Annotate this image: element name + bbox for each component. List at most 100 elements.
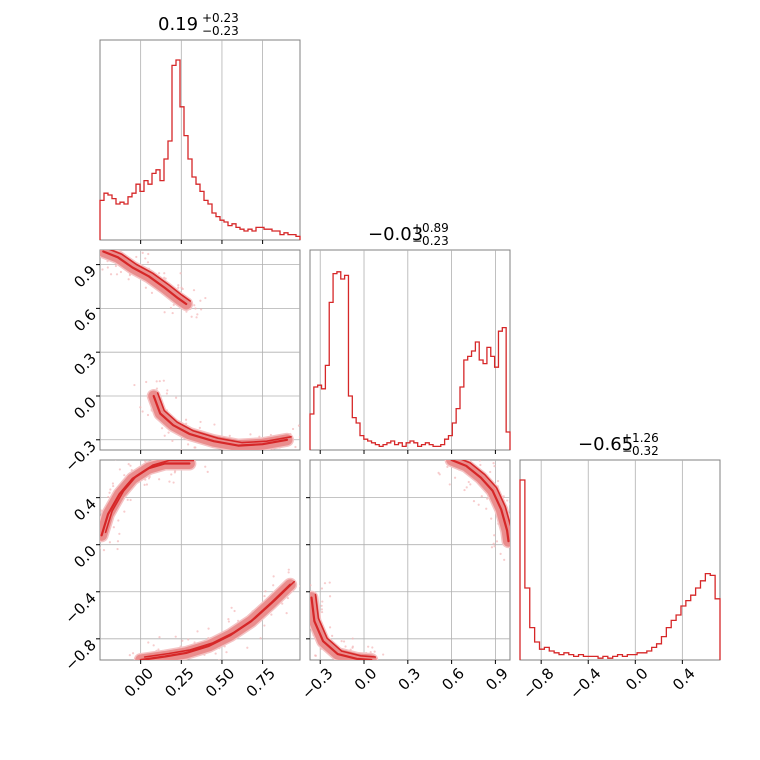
panel-2d-0-2: −0.8 −0.4 0.0 0.4 0.00 0.25 0.50 0.75 (61, 451, 301, 701)
scatter-point (434, 452, 436, 454)
scatter-point (455, 452, 457, 454)
scatter-point (251, 456, 253, 458)
title-minus: −0.23 (202, 24, 239, 38)
scatter-point (509, 503, 510, 506)
scatter-point (291, 427, 295, 431)
scatter-point (155, 387, 159, 390)
contour-line (100, 462, 191, 537)
scatter-point (86, 538, 88, 540)
scatter-point (305, 632, 307, 634)
scatter-point (127, 661, 129, 663)
scatter-point (199, 420, 202, 424)
scatter-point (100, 510, 101, 512)
scatter-point (187, 638, 190, 641)
scatter-point (141, 410, 144, 413)
x-tick-label: 0.3 (395, 664, 425, 694)
scatter-point (114, 264, 118, 268)
scatter-point (503, 558, 506, 561)
scatter-point (351, 637, 354, 640)
scatter-point (159, 664, 161, 666)
scatter-point (200, 308, 203, 311)
scatter-point (299, 585, 300, 588)
scatter-point (117, 519, 120, 522)
scatter-point (150, 291, 154, 294)
scatter-point (480, 495, 483, 498)
scatter-point (314, 654, 317, 657)
scatter-point (116, 540, 120, 543)
contour-line (314, 593, 377, 658)
scatter-point (173, 470, 177, 473)
scatter-point (281, 602, 284, 605)
y-tick-label: 0.9 (70, 262, 100, 292)
scatter-point (139, 406, 142, 409)
title-value: −0.03 (368, 224, 423, 245)
scatter-point (323, 582, 327, 585)
scatter-point (109, 273, 113, 276)
scatter-point (490, 546, 494, 549)
y-tick-label: 0.6 (70, 306, 100, 336)
scatter-point (106, 266, 109, 269)
scatter-point (172, 481, 175, 484)
scatter-point (486, 497, 489, 500)
scatter-point (111, 482, 115, 485)
scatter-point (147, 477, 151, 480)
scatter-point (490, 517, 493, 520)
scatter-point (118, 468, 121, 471)
x-tick-label: −0.8 (519, 664, 557, 702)
scatter-point (246, 646, 249, 649)
scatter-point (384, 672, 386, 674)
x-tick-label: −0.3 (298, 664, 336, 702)
scatter-point (127, 278, 130, 281)
contour-line (450, 460, 510, 543)
scatter-point (163, 311, 166, 314)
scatter-point (302, 639, 304, 641)
scatter-point (272, 575, 275, 578)
scatter-point (502, 495, 505, 498)
title-minus: −0.23 (412, 234, 449, 248)
scatter-point (371, 646, 374, 649)
scatter-point (98, 246, 100, 248)
scatter-point (122, 673, 124, 675)
scatter-point (143, 483, 146, 486)
scatter-point (174, 635, 177, 638)
scatter-point (152, 644, 155, 647)
scatter-point (141, 251, 144, 255)
scatter-point (337, 677, 339, 679)
scatter-point (132, 457, 134, 459)
scatter-point (310, 584, 312, 587)
scatter-point (147, 641, 150, 644)
title-value: 0.19 (158, 14, 198, 35)
scatter-point (123, 246, 125, 248)
y-tick-label: −0.4 (61, 589, 99, 627)
scatter-point (178, 451, 180, 453)
contour-line (102, 250, 188, 306)
scatter-point (128, 654, 131, 657)
scatter-point (213, 423, 216, 426)
scatter-point (475, 457, 477, 459)
scatter-point (304, 458, 306, 460)
scatter-point (302, 602, 304, 604)
scatter-point (275, 452, 277, 454)
scatter-point (320, 587, 324, 590)
scatter-point (469, 483, 472, 486)
scatter-point (173, 453, 175, 455)
scatter-point (493, 545, 496, 548)
scatter-point (123, 510, 126, 513)
scatter-point (129, 498, 132, 502)
scatter-point (499, 552, 502, 556)
scatter-point (356, 664, 358, 666)
scatter-point (158, 635, 161, 639)
scatter-point (158, 478, 161, 481)
scatter-point (162, 379, 165, 382)
scatter-point (379, 662, 381, 664)
scatter-point (190, 315, 193, 318)
scatter-point (112, 233, 114, 235)
scatter-point (492, 542, 495, 545)
panel-title: −0.03+0.89−0.23 (368, 221, 449, 248)
scatter-point (147, 252, 150, 256)
title-plus: +1.26 (622, 431, 659, 445)
scatter-point (286, 596, 290, 600)
scatter-point (261, 456, 263, 458)
scatter-point (196, 313, 199, 316)
scatter-point (160, 427, 164, 430)
